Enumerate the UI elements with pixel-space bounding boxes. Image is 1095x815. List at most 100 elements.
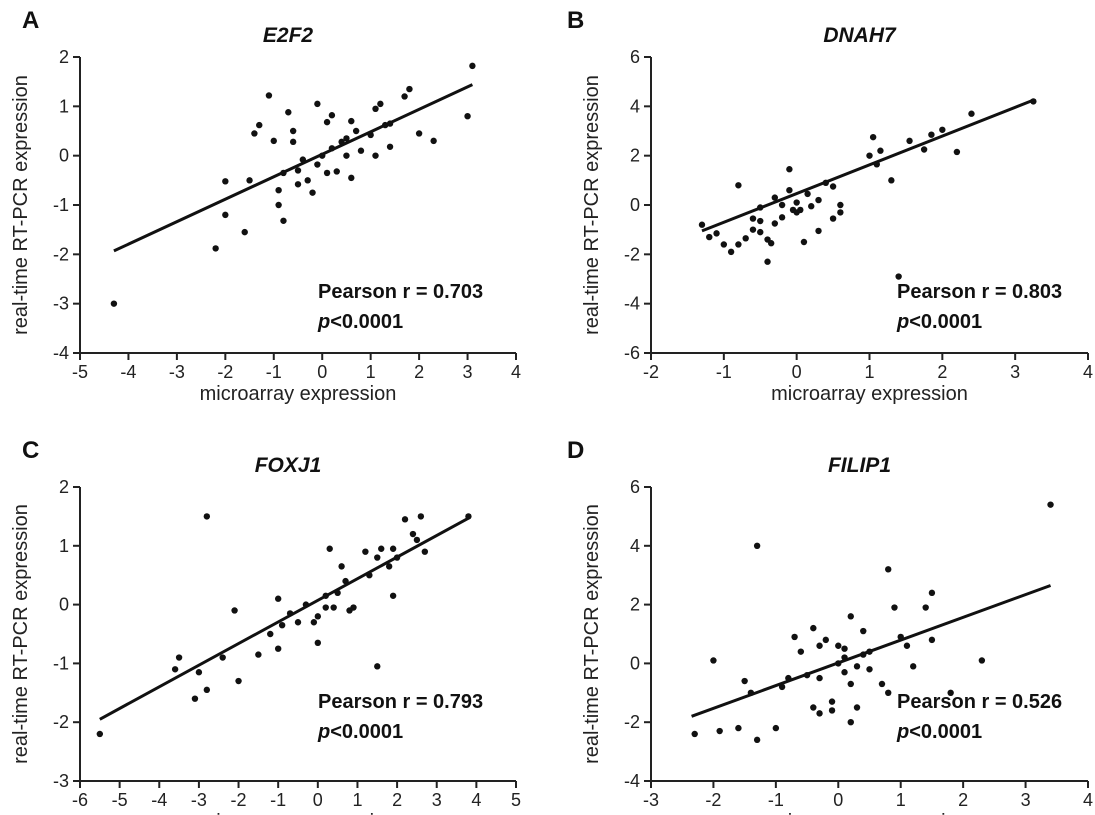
x-tick-label-d: 3: [1021, 790, 1031, 810]
data-point-a: [265, 92, 273, 99]
y-axis-label-b: real-time RT-PCR expression: [581, 75, 603, 335]
data-point-b: [906, 137, 913, 145]
data-point-d: [810, 624, 817, 632]
y-tick-label-b: -6: [624, 343, 640, 363]
data-point-b: [778, 214, 786, 221]
x-tick-label-b: 3: [1010, 362, 1020, 382]
data-point-c: [294, 619, 302, 626]
data-point-c: [314, 639, 322, 647]
data-point-b: [706, 233, 713, 241]
data-point-d: [847, 613, 854, 620]
data-point-d: [1047, 501, 1054, 508]
data-point-b: [720, 241, 728, 248]
data-point-b: [698, 221, 706, 228]
data-point-b: [928, 131, 935, 138]
data-point-b: [939, 126, 946, 133]
x-tick-label-d: 4: [1083, 790, 1093, 810]
data-point-d: [735, 724, 742, 732]
data-point-a: [275, 201, 282, 209]
x-tick-label-a: 3: [463, 362, 473, 382]
data-point-a: [280, 169, 287, 177]
y-tick-label-c: -2: [53, 712, 69, 732]
data-point-a: [285, 109, 292, 116]
data-point-b: [829, 183, 837, 190]
data-point-c: [96, 730, 104, 738]
regression-line-b: [701, 98, 1034, 233]
data-point-a: [382, 121, 389, 129]
data-point-a: [323, 169, 331, 177]
x-tick-label-c: -5: [112, 790, 128, 810]
data-point-c: [195, 669, 203, 676]
data-point-d: [878, 680, 886, 688]
data-point-a: [289, 127, 297, 135]
data-point-c: [385, 563, 393, 570]
data-point-c: [342, 577, 349, 585]
x-tick-label-a: -3: [169, 362, 185, 382]
p-threshold-a: <0.0001: [330, 311, 403, 333]
data-point-d: [841, 645, 848, 652]
y-tick-label-d: -2: [624, 712, 640, 732]
y-tick-label-d: 6: [630, 477, 640, 497]
data-point-d: [841, 669, 848, 676]
x-axis-label-b: microarray expression: [771, 383, 968, 405]
data-point-c: [334, 589, 341, 597]
data-point-d: [910, 663, 917, 670]
data-point-c: [235, 677, 242, 685]
data-point-c: [231, 607, 238, 614]
data-point-a: [289, 138, 297, 146]
data-point-b: [757, 217, 764, 225]
y-tick-label-c: 1: [59, 536, 69, 556]
data-point-d: [747, 689, 755, 696]
data-point-c: [267, 630, 274, 638]
data-point-b: [735, 241, 742, 248]
data-point-a: [386, 143, 394, 150]
x-tick-label-d: -2: [705, 790, 721, 810]
x-tick-label-a: -2: [217, 362, 233, 382]
data-point-d: [710, 657, 717, 664]
data-point-a: [323, 118, 331, 126]
data-point-c: [278, 621, 286, 629]
x-tick-label-c: -4: [151, 790, 167, 810]
y-tick-label-b: -2: [624, 244, 640, 264]
data-point-a: [314, 100, 321, 108]
x-tick-label-a: -1: [266, 362, 282, 382]
data-point-b: [786, 166, 793, 173]
x-tick-label-b: 2: [937, 362, 947, 382]
data-point-b: [800, 238, 808, 246]
data-point-c: [326, 545, 333, 552]
data-point-b: [829, 215, 837, 222]
data-point-c: [366, 572, 373, 579]
data-point-c: [286, 610, 294, 617]
data-point-b: [866, 152, 873, 159]
y-tick-label-b: 2: [630, 146, 640, 166]
data-point-d: [897, 633, 904, 641]
y-axis-label-c: real-time RT-PCR expression: [10, 504, 32, 764]
data-point-b: [764, 258, 771, 265]
data-point-b: [808, 203, 815, 210]
data-point-a: [110, 300, 118, 307]
data-point-b: [713, 230, 720, 237]
x-tick-label-c: 5: [511, 790, 521, 810]
data-point-a: [328, 112, 336, 119]
data-point-d: [922, 604, 929, 611]
data-point-d: [835, 660, 842, 667]
data-point-d: [778, 683, 786, 691]
chart-title-c: FOXJ1: [255, 454, 322, 477]
x-tick-label-c: 0: [313, 790, 323, 810]
data-point-c: [330, 604, 337, 611]
x-tick-label-a: 4: [511, 362, 521, 382]
data-point-c: [314, 613, 322, 620]
data-point-b: [822, 179, 829, 186]
data-point-a: [212, 245, 219, 252]
x-tick-label-b: 1: [864, 362, 874, 382]
data-point-a: [294, 167, 302, 174]
data-point-c: [421, 548, 429, 555]
data-point-b: [815, 196, 822, 204]
data-point-a: [270, 137, 277, 145]
pearson-label-c: Pearson r = 0.793: [318, 691, 483, 713]
data-point-a: [406, 85, 413, 93]
data-point-a: [377, 100, 384, 108]
x-tick-label-d: -3: [643, 790, 659, 810]
data-point-a: [328, 145, 336, 152]
